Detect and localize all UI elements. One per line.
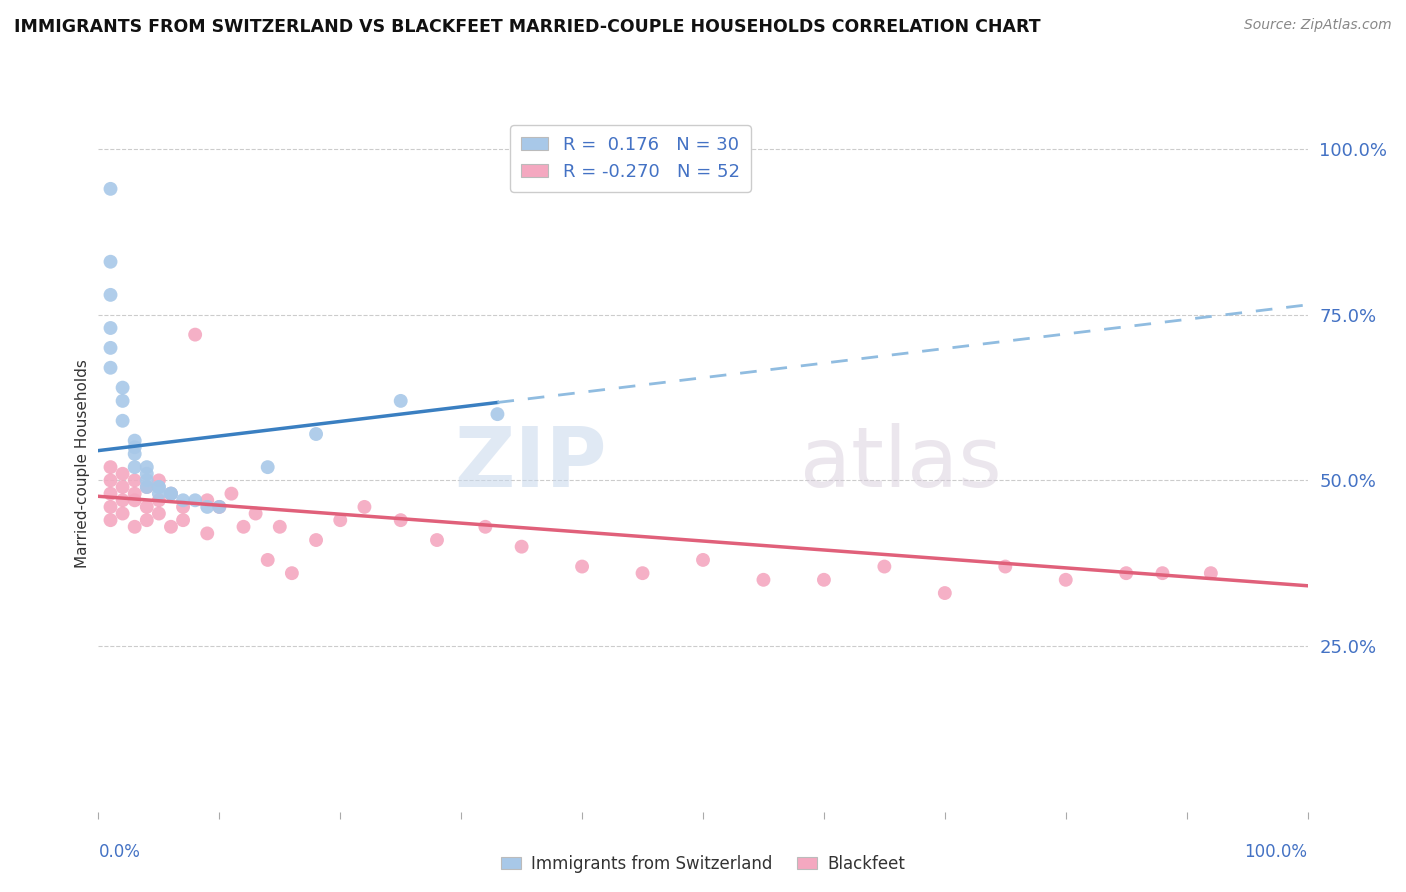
Point [389, 393, 412, 408]
Text: atlas: atlas [800, 424, 1001, 504]
Point [631, 566, 654, 581]
Point [148, 507, 170, 521]
Point [148, 474, 170, 488]
Point [135, 460, 157, 475]
Point [135, 480, 157, 494]
Point [195, 500, 218, 514]
Point [269, 520, 291, 534]
Point [100, 182, 122, 196]
Point [256, 553, 278, 567]
Point [124, 447, 146, 461]
Point [124, 460, 146, 475]
Point [135, 500, 157, 514]
Point [135, 467, 157, 481]
Point [305, 533, 328, 547]
Point [752, 573, 775, 587]
Point [1115, 566, 1137, 581]
Point [148, 480, 170, 494]
Point [135, 513, 157, 527]
Point [245, 507, 267, 521]
Point [111, 414, 134, 428]
Point [100, 513, 122, 527]
Point [329, 513, 352, 527]
Text: IMMIGRANTS FROM SWITZERLAND VS BLACKFEET MARRIED-COUPLE HOUSEHOLDS CORRELATION C: IMMIGRANTS FROM SWITZERLAND VS BLACKFEET… [14, 18, 1040, 36]
Point [208, 500, 231, 514]
Point [111, 507, 134, 521]
Point [111, 467, 134, 481]
Point [111, 480, 134, 494]
Point [389, 513, 412, 527]
Point [994, 559, 1017, 574]
Point [100, 486, 122, 500]
Point [1199, 566, 1222, 581]
Point [172, 500, 194, 514]
Point [281, 566, 304, 581]
Point [124, 434, 146, 448]
Point [100, 474, 122, 488]
Point [100, 500, 122, 514]
Point [692, 553, 714, 567]
Point [813, 573, 835, 587]
Legend: R =  0.176   N = 30, R = -0.270   N = 52: R = 0.176 N = 30, R = -0.270 N = 52 [510, 125, 751, 192]
Point [124, 474, 146, 488]
Point [1152, 566, 1174, 581]
Point [135, 474, 157, 488]
Point [184, 327, 207, 342]
Point [124, 440, 146, 454]
Point [172, 493, 194, 508]
Point [510, 540, 533, 554]
Point [160, 520, 183, 534]
Point [172, 513, 194, 527]
Point [160, 486, 183, 500]
Point [873, 559, 896, 574]
Point [111, 393, 134, 408]
Point [195, 526, 218, 541]
Point [353, 500, 375, 514]
Point [124, 520, 146, 534]
Point [111, 493, 134, 508]
Point [934, 586, 956, 600]
Point [124, 486, 146, 500]
Point [135, 480, 157, 494]
Point [111, 381, 134, 395]
Point [100, 288, 122, 302]
Point [426, 533, 449, 547]
Y-axis label: Married-couple Households: Married-couple Households [75, 359, 90, 568]
Point [195, 493, 218, 508]
Text: ZIP: ZIP [454, 424, 606, 504]
Point [474, 520, 496, 534]
Text: 0.0%: 0.0% [98, 843, 141, 861]
Point [148, 486, 170, 500]
Point [100, 321, 122, 335]
Point [160, 486, 183, 500]
Point [1054, 573, 1077, 587]
Point [571, 559, 593, 574]
Point [100, 254, 122, 268]
Text: Source: ZipAtlas.com: Source: ZipAtlas.com [1244, 18, 1392, 32]
Point [305, 427, 328, 442]
Point [160, 486, 183, 500]
Point [184, 493, 207, 508]
Legend: Immigrants from Switzerland, Blackfeet: Immigrants from Switzerland, Blackfeet [494, 848, 912, 880]
Point [256, 460, 278, 475]
Point [221, 486, 243, 500]
Point [148, 493, 170, 508]
Point [124, 493, 146, 508]
Point [100, 460, 122, 475]
Point [148, 480, 170, 494]
Point [486, 407, 509, 421]
Point [208, 500, 231, 514]
Point [100, 360, 122, 375]
Point [232, 520, 254, 534]
Point [100, 341, 122, 355]
Text: 100.0%: 100.0% [1244, 843, 1308, 861]
